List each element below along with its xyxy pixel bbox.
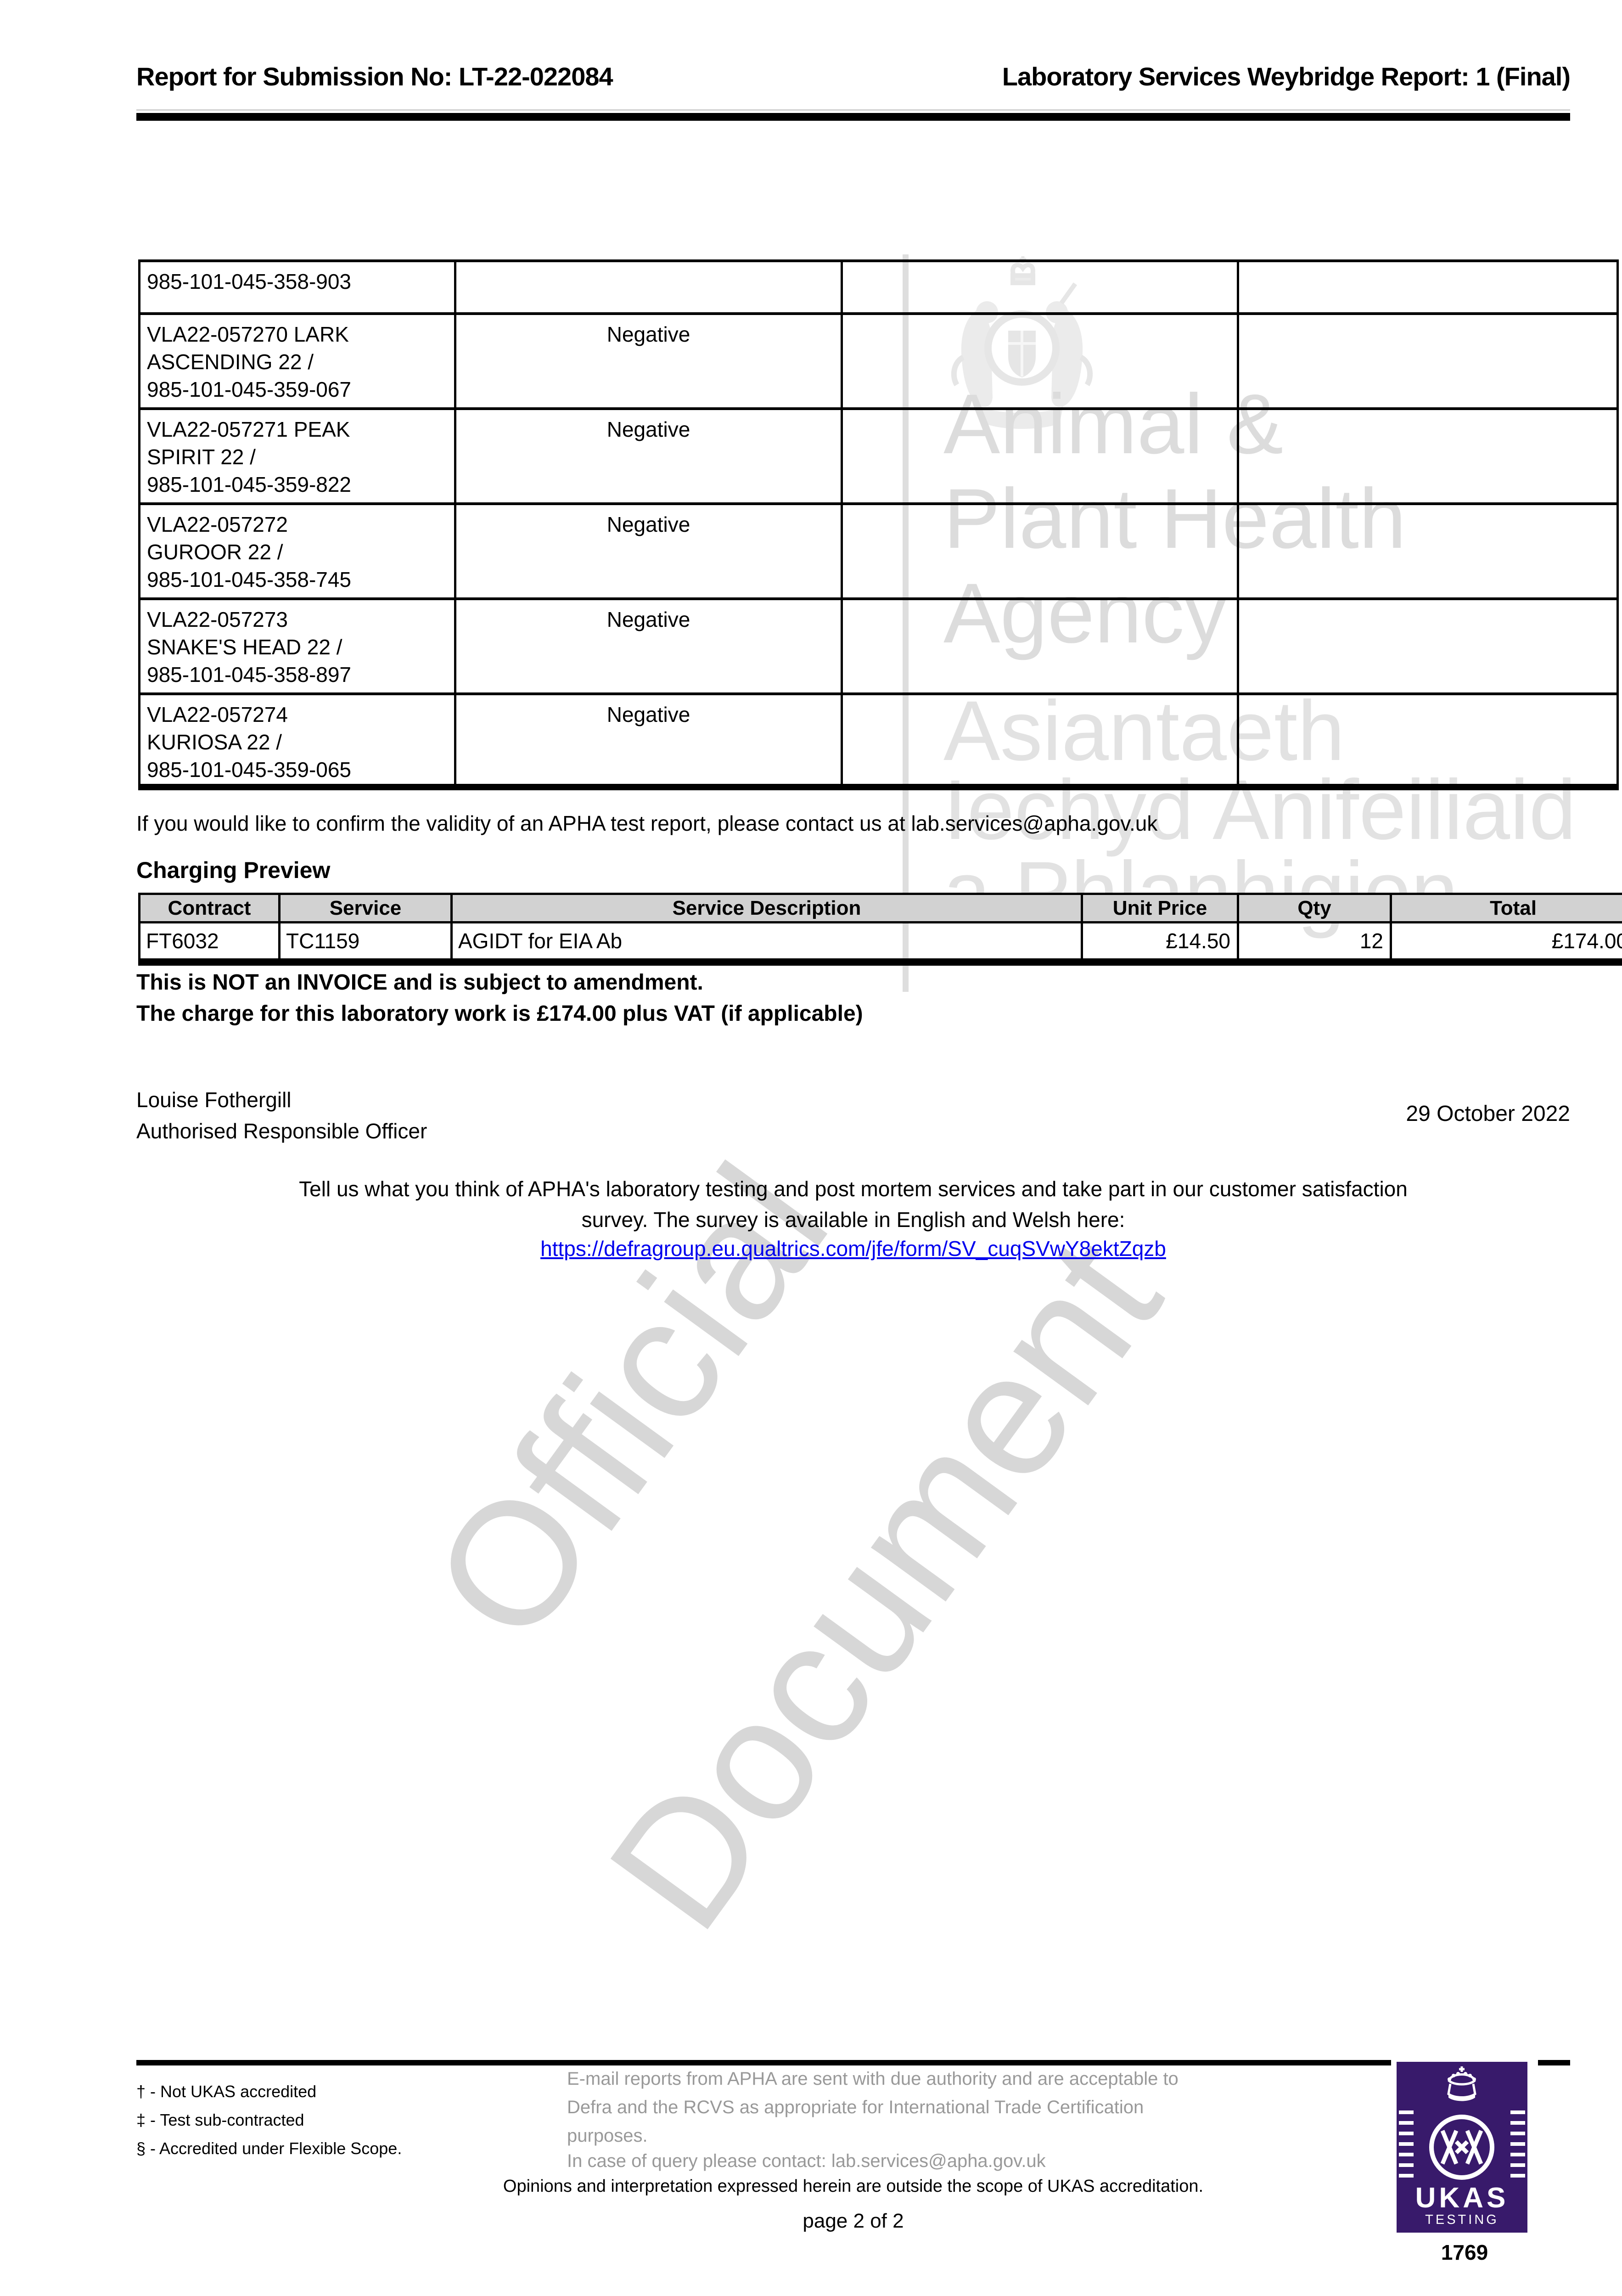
ukas-scale-ticks-right <box>1510 2110 1525 2184</box>
officer-name: Louise Fothergill <box>136 1088 292 1112</box>
watermark-animal: Animal & <box>943 377 1284 472</box>
charging-table: Contract Service Service Description Uni… <box>138 893 1622 966</box>
empty-cell <box>843 315 1239 407</box>
empty-cell <box>843 505 1239 597</box>
watermark-iechyd: Iechyd Anifeiliaid <box>943 763 1577 857</box>
footnote-flexible-scope: § - Accredited under Flexible Scope. <box>136 2139 402 2158</box>
crown-icon <box>1447 2066 1476 2101</box>
table-row: VLA22-057273 SNAKE'S HEAD 22 / 985-101-0… <box>140 600 1619 695</box>
sample-id-cell: VLA22-057271 PEAK SPIRIT 22 / 985-101-04… <box>140 410 456 502</box>
watermark-plant-health: Plant Health <box>943 472 1406 566</box>
footnote-subcontracted: ‡ - Test sub-contracted <box>136 2110 304 2129</box>
not-invoice-note: This is NOT an INVOICE and is subject to… <box>136 970 703 995</box>
table-row: VLA22-057271 PEAK SPIRIT 22 / 985-101-04… <box>140 410 1619 505</box>
sample-id-cell: VLA22-057272 GUROOR 22 / 985-101-045-358… <box>140 505 456 597</box>
column-header-total: Total <box>1392 895 1622 921</box>
ukas-wordmark: UKAS <box>1415 2182 1509 2214</box>
qty-cell: 12 <box>1239 923 1392 958</box>
column-header-service: Service <box>281 895 453 921</box>
report-date: 29 October 2022 <box>1406 1102 1570 1126</box>
lab-services-title: Laboratory Services Weybridge Report: 1 … <box>1002 62 1571 91</box>
ukas-scale-ticks-left <box>1399 2110 1414 2184</box>
ukas-accreditation-mark: UKAS TESTING <box>1391 2056 1538 2239</box>
page-number: page 2 of 2 <box>803 2210 904 2232</box>
ukas-lab-number: 1769 <box>1441 2240 1488 2264</box>
contract-cell: FT6032 <box>140 923 281 958</box>
empty-cell <box>843 262 1239 312</box>
column-header-description: Service Description <box>453 895 1083 921</box>
empty-cell <box>1239 505 1619 597</box>
charging-data-row: FT6032 TC1159 AGIDT for EIA Ab £14.50 12… <box>140 923 1622 966</box>
officer-role: Authorised Responsible Officer <box>136 1119 427 1143</box>
sample-id-cell: 985-101-045-358-903 <box>140 262 456 312</box>
charge-amount-note: The charge for this laboratory work is £… <box>136 1002 863 1026</box>
unit-price-cell: £14.50 <box>1083 923 1239 958</box>
results-table: 985-101-045-358-903 VLA22-057270 LARK AS… <box>138 259 1619 790</box>
ukas-logo: UKAS TESTING <box>1397 2062 1527 2233</box>
footer-rule <box>136 2060 1570 2065</box>
total-cell: £174.00 <box>1392 923 1622 958</box>
apha-logo-keyline <box>903 254 909 992</box>
empty-cell <box>1239 600 1619 692</box>
table-row: VLA22-057272 GUROOR 22 / 985-101-045-358… <box>140 505 1619 600</box>
result-cell: Negative <box>456 600 843 692</box>
charging-preview-title: Charging Preview <box>136 857 331 883</box>
email-authority-note: E-mail reports from APHA are sent with d… <box>567 2069 1179 2146</box>
charging-header-row: Contract Service Service Description Uni… <box>140 895 1622 923</box>
survey-link[interactable]: https://defragroup.eu.qualtrics.com/jfe/… <box>540 1237 1166 1261</box>
result-cell: Negative <box>456 695 843 784</box>
table-row: 985-101-045-358-903 <box>140 262 1619 315</box>
column-header-qty: Qty <box>1239 895 1392 921</box>
empty-cell <box>1239 695 1619 784</box>
result-cell <box>456 262 843 312</box>
report-submission-title: Report for Submission No: LT-22-022084 <box>136 62 613 91</box>
watermark-agency: Agency <box>943 566 1227 661</box>
ukas-emblem-icon <box>1429 2115 1494 2180</box>
sample-id-cell: VLA22-057274 KURIOSA 22 / 985-101-045-35… <box>140 695 456 784</box>
table-row: VLA22-057274 KURIOSA 22 / 985-101-045-35… <box>140 695 1619 790</box>
header-rule <box>136 113 1570 121</box>
validity-note: If you would like to confirm the validit… <box>136 811 1158 835</box>
empty-cell <box>1239 315 1619 407</box>
watermark-asiantaeth: Asiantaeth <box>943 684 1345 778</box>
description-cell: AGIDT for EIA Ab <box>453 923 1083 958</box>
empty-cell <box>1239 410 1619 502</box>
header-rule-shadow <box>136 109 1570 111</box>
result-cell: Negative <box>456 315 843 407</box>
footnote-not-accredited: † - Not UKAS accredited <box>136 2082 317 2101</box>
column-header-contract: Contract <box>140 895 281 921</box>
table-row: VLA22-057270 LARK ASCENDING 22 / 985-101… <box>140 315 1619 410</box>
service-cell: TC1159 <box>281 923 453 958</box>
survey-link-line: https://defragroup.eu.qualtrics.com/jfe/… <box>136 1236 1570 1261</box>
survey-text: Tell us what you think of APHA's laborat… <box>299 1177 1408 1232</box>
opinions-note: Opinions and interpretation expressed he… <box>503 2177 1204 2196</box>
empty-cell <box>843 600 1239 692</box>
ukas-testing-label: TESTING <box>1425 2212 1499 2227</box>
column-header-unit-price: Unit Price <box>1083 895 1239 921</box>
empty-cell <box>843 410 1239 502</box>
result-cell: Negative <box>456 410 843 502</box>
empty-cell <box>1239 262 1619 312</box>
result-cell: Negative <box>456 505 843 597</box>
empty-cell <box>843 695 1239 784</box>
sample-id-cell: VLA22-057270 LARK ASCENDING 22 / 985-101… <box>140 315 456 407</box>
sample-id-cell: VLA22-057273 SNAKE'S HEAD 22 / 985-101-0… <box>140 600 456 692</box>
query-contact-note: In case of query please contact: lab.ser… <box>567 2151 1046 2171</box>
